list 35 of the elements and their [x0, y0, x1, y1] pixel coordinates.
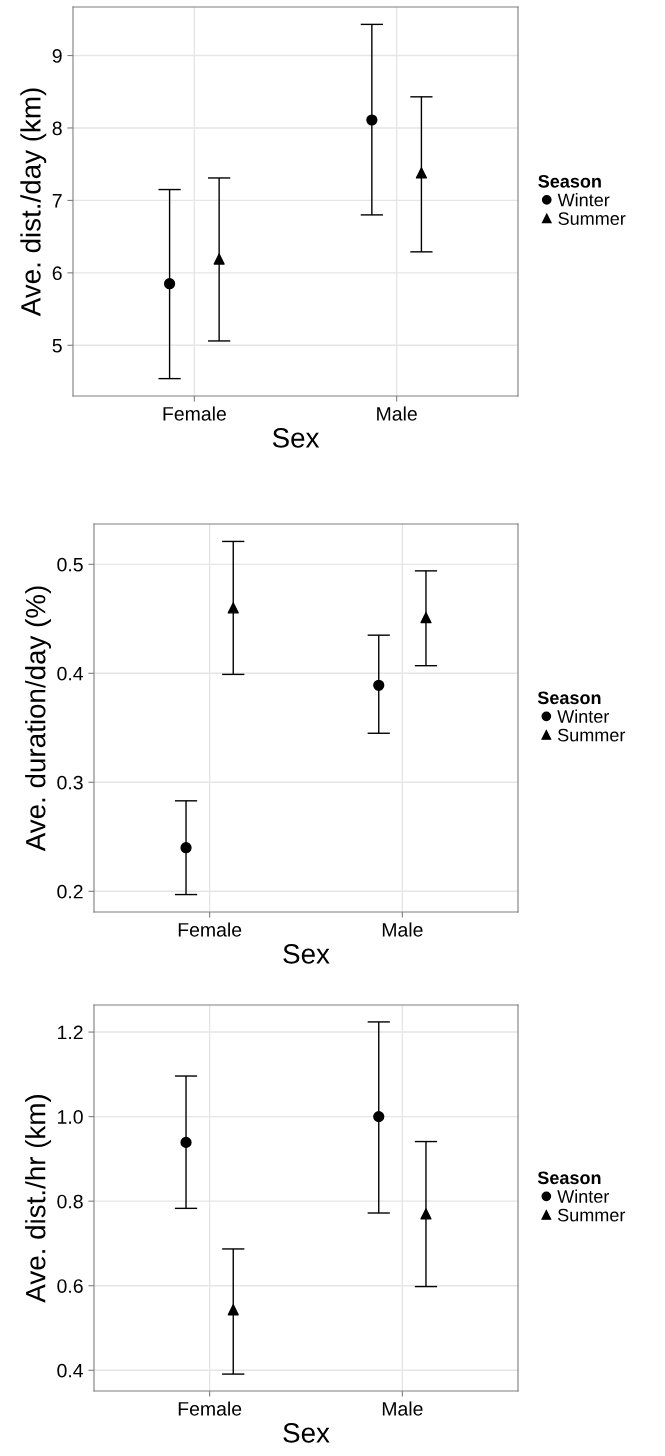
y-tick-label: 6: [52, 266, 62, 281]
legend-label: Winter: [557, 193, 610, 207]
y-tick-label: 0.3: [57, 775, 83, 790]
y-tick-label: 0.4: [57, 1363, 84, 1378]
x-tick-label: Female: [163, 406, 226, 421]
y-tick-label: 9: [52, 49, 62, 63]
x-tick-label: Male: [382, 922, 423, 937]
x-axis-title: Sex: [283, 944, 330, 964]
legend-title: Season: [537, 1171, 601, 1185]
y-tick-label: 0.6: [57, 1279, 83, 1293]
legend-label: Summer: [558, 1208, 626, 1222]
x-tick-label: Male: [382, 1401, 423, 1416]
legend-title: Season: [537, 691, 601, 705]
x-tick-label: Female: [178, 1401, 242, 1416]
y-tick-label: 0.8: [57, 1194, 83, 1209]
legend-title: Season: [538, 174, 601, 188]
y-tick-label: 1.2: [58, 1025, 83, 1040]
y-tick-label: 8: [52, 121, 62, 136]
y-tick-label: 5: [52, 338, 62, 353]
x-axis-title: Sex: [283, 1423, 330, 1443]
y-tick-label: 0.5: [57, 557, 83, 572]
legend-label: Winter: [557, 709, 610, 723]
x-tick-label: Male: [377, 406, 417, 421]
x-axis-title: Sex: [272, 428, 320, 448]
y-tick-label: 1.0: [58, 1110, 83, 1124]
y-tick-label: 7: [52, 194, 62, 208]
y-tick-label: 0.4: [57, 666, 84, 681]
y-axis-title: Ave. dist./hr (km): [25, 1095, 51, 1303]
legend-label: Winter: [557, 1189, 610, 1203]
y-axis-title: Ave. duration/day (%): [25, 586, 51, 852]
legend-label: Summer: [558, 212, 626, 225]
x-tick-label: Female: [178, 922, 242, 937]
legend-label: Summer: [558, 728, 626, 742]
y-axis-title: Ave. dist./day (km): [20, 88, 47, 317]
y-tick-label: 0.2: [57, 884, 83, 899]
